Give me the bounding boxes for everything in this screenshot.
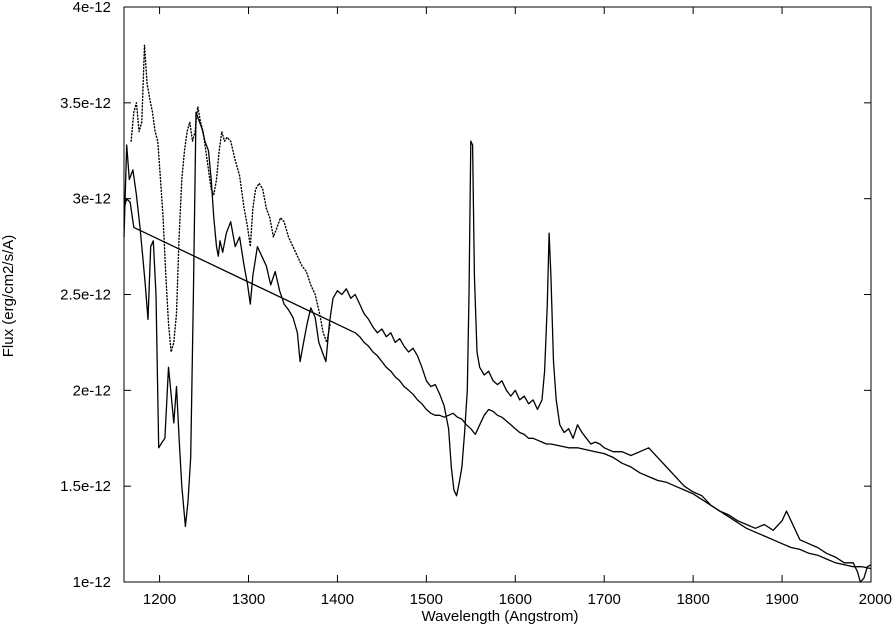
- y-axis-ticks: 1e-12 1.5e-12 2e-12 2.5e-12 3e-12 3.5e-12 4e-1…: [60, 0, 871, 591]
- x-axis-ticks: 1200 1300 1400 1500 1600 1700 1800 1900 2000: [143, 7, 892, 608]
- y-tick-label-6: 4e-12: [73, 0, 111, 16]
- x-tick-label-5: 1700: [588, 591, 621, 608]
- x-axis-label: Wavelength (Angstrom): [421, 608, 578, 625]
- y-axis-label: Flux (erg/cm2/s/A): [0, 235, 17, 358]
- x-tick-label-7: 1900: [765, 591, 798, 608]
- x-tick-label-4: 1600: [499, 591, 532, 608]
- y-tick-label-1: 1.5e-12: [60, 478, 111, 495]
- y-tick-label-5: 3.5e-12: [60, 95, 111, 112]
- x-tick-label-1: 1300: [232, 591, 265, 608]
- series-layer: [123, 44, 872, 583]
- series-line-2: [130, 44, 331, 353]
- x-tick-label-0: 1200: [143, 591, 176, 608]
- y-tick-label-2: 2e-12: [73, 382, 111, 399]
- series-line-0: [123, 111, 872, 583]
- y-tick-label-3: 2.5e-12: [60, 287, 111, 304]
- x-tick-label-3: 1500: [410, 591, 443, 608]
- y-tick-label-0: 1e-12: [73, 574, 111, 591]
- y-tick-label-4: 3e-12: [73, 191, 111, 208]
- series-line-1: [123, 198, 872, 570]
- x-tick-label-8: 2000: [859, 591, 892, 608]
- x-tick-label-6: 1800: [676, 591, 709, 608]
- plot-frame: [123, 6, 872, 583]
- x-tick-label-2: 1400: [321, 591, 354, 608]
